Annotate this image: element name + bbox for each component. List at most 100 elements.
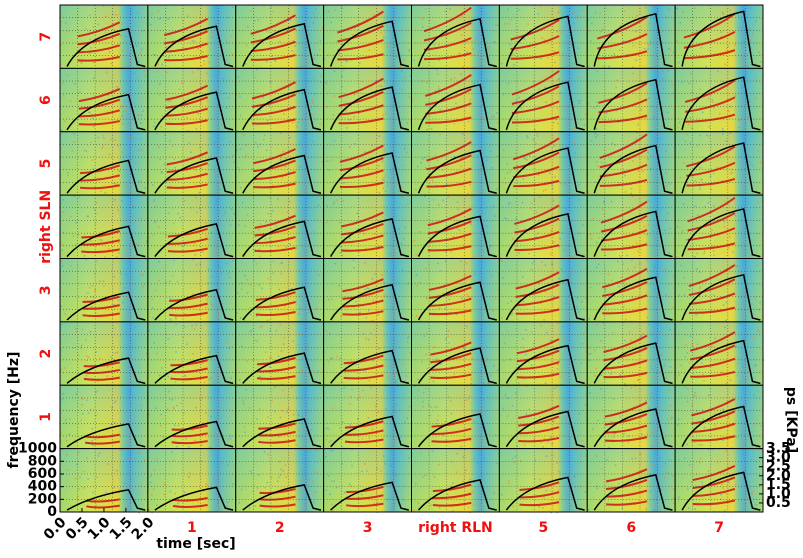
texture [587,347,590,349]
texture [341,75,343,78]
texture [574,486,577,489]
texture [226,506,228,508]
texture [637,379,639,381]
texture [188,142,190,144]
pressure-curve [593,144,673,194]
texture [595,367,598,370]
texture [462,347,465,349]
texture [734,214,737,217]
texture [551,442,553,445]
texture [148,413,150,416]
texture [407,282,409,284]
texture [227,347,230,350]
texture [229,224,232,226]
texture [333,95,336,97]
texture [570,274,572,276]
spectrogram-cell [147,384,237,450]
texture [252,195,255,198]
pressure-curve [154,288,234,321]
harmonic [164,55,208,62]
texture [169,140,171,142]
texture [602,200,605,202]
texture [745,210,747,213]
texture [682,11,684,13]
texture [191,324,193,327]
texture [368,437,371,439]
texture [551,241,554,244]
texture [199,399,201,401]
texture [212,133,215,135]
harmonic [428,274,472,291]
texture [594,11,597,14]
texture [402,237,405,240]
texture [237,167,239,169]
texture [355,300,357,303]
texture [499,499,501,501]
texture [142,193,145,195]
texture [147,236,150,239]
texture [238,170,241,172]
texture [80,397,83,400]
texture [688,36,691,39]
texture [148,330,151,332]
texture [205,234,207,237]
texture [738,26,741,29]
texture [92,77,95,79]
texture [284,226,287,228]
texture [294,181,296,183]
texture [552,420,554,423]
texture [154,53,156,56]
texture [245,155,247,157]
texture [186,129,189,132]
texture [61,129,63,131]
texture [169,490,172,493]
texture [263,134,266,137]
harmonic [686,161,736,177]
texture [268,237,271,240]
texture [329,332,331,335]
harmonic [597,15,648,40]
texture [157,10,159,12]
texture [95,260,98,262]
texture [366,470,368,472]
texture [303,394,306,397]
texture [556,462,559,464]
texture [701,362,703,364]
texture [121,105,124,108]
texture [297,313,300,315]
texture [649,40,652,43]
texture [299,269,301,271]
texture [401,70,403,72]
texture [327,53,330,56]
texture [378,259,381,261]
harmonic [514,230,560,243]
texture [201,88,203,91]
harmonic [86,498,120,503]
texture [318,274,321,277]
texture [292,414,295,416]
texture [433,476,436,478]
texture [389,253,391,255]
texture [303,335,305,337]
texture [217,501,220,503]
texture [517,9,520,11]
texture [574,239,577,241]
texture [754,296,756,299]
texture [688,82,690,85]
texture [560,182,562,185]
texture [513,63,515,66]
texture [657,293,659,296]
texture [594,374,596,377]
texture [639,287,641,289]
texture [150,475,152,477]
texture [363,233,365,235]
texture [635,138,638,141]
texture [264,486,266,489]
texture [725,47,728,50]
harmonic [83,376,120,381]
texture [87,215,89,218]
texture [724,326,726,328]
texture [67,172,69,174]
texture [205,222,207,224]
texture [561,231,563,234]
